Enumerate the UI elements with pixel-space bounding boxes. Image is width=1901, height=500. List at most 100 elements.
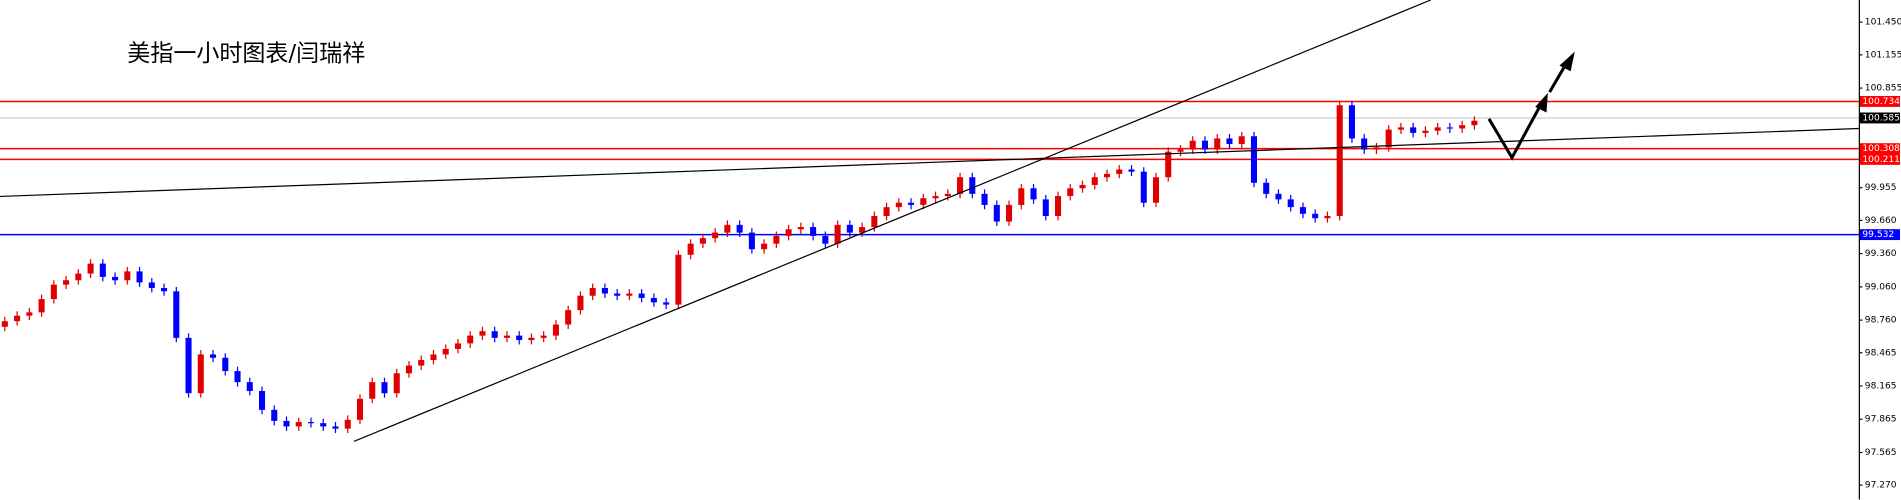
candle-body [748, 232, 755, 250]
candle-body [87, 263, 94, 274]
candle-body [148, 282, 155, 288]
candle-body [491, 331, 498, 338]
candle-body [908, 202, 915, 205]
candle-body [1397, 127, 1404, 130]
candle-body [895, 202, 902, 208]
y-tick-label: 100.855 [1865, 84, 1901, 94]
arrow-head [1535, 92, 1548, 113]
candle-body [344, 419, 351, 429]
candle-body [993, 204, 1000, 222]
trend-line [353, 0, 1431, 442]
candle-body [271, 409, 278, 421]
candle-body [1054, 196, 1062, 216]
candle-body [516, 335, 523, 341]
candle-body [1165, 151, 1172, 178]
candle-body [185, 337, 192, 394]
y-tick-label: 101.450 [1865, 18, 1901, 28]
price-tag [1859, 153, 1900, 165]
candle-body [773, 235, 780, 244]
candle-body [1226, 138, 1233, 144]
candle-body [1410, 127, 1417, 133]
candle-body [1214, 138, 1221, 150]
candle-body [467, 335, 474, 344]
candle-body [369, 382, 376, 399]
candle-body [540, 335, 547, 338]
candle-body [1385, 129, 1392, 148]
y-tick-label: 99.360 [1865, 249, 1897, 259]
candle-body [1091, 177, 1098, 185]
candle-body [981, 193, 988, 205]
y-tick-label: 101.155 [1865, 50, 1901, 60]
candle-body [14, 315, 21, 322]
candle-body [1189, 140, 1196, 150]
levels [0, 100, 1859, 236]
candle-body [626, 293, 633, 296]
candle-body [418, 359, 425, 366]
candle-body [393, 373, 400, 394]
candle-body [601, 287, 608, 294]
candle-body [1361, 138, 1368, 150]
candle-body [38, 299, 45, 313]
candle-body [663, 302, 670, 305]
candle-body [1471, 120, 1478, 126]
candle-body [565, 310, 572, 325]
candle-body [1287, 199, 1294, 208]
candle-body [1103, 173, 1111, 178]
candle-body [222, 357, 229, 372]
price-tag [1859, 112, 1900, 124]
candle-body [442, 348, 449, 355]
candle-body [797, 227, 804, 230]
candle-body [295, 422, 302, 427]
candle-body [614, 293, 621, 296]
y-tick-label: 99.660 [1865, 216, 1897, 226]
candle-body [687, 243, 694, 255]
candle-body [50, 284, 57, 300]
y-tick-label: 99.060 [1865, 282, 1897, 292]
forecast-arrow [1487, 101, 1544, 161]
y-tick-label: 97.565 [1865, 448, 1897, 458]
candle-body [258, 391, 266, 410]
candle-body [650, 297, 657, 303]
price-tag-label: 99.532 [1862, 230, 1894, 240]
candle-body [1275, 193, 1282, 200]
candle-body [99, 263, 106, 277]
candle-body [736, 224, 743, 233]
price-tag-label: 100.308 [1862, 144, 1900, 154]
candle-body [761, 243, 768, 250]
candle-body [1459, 125, 1466, 129]
y-tick-label: 97.865 [1865, 415, 1897, 425]
candle-body [552, 324, 559, 336]
candle-body [1348, 105, 1355, 139]
candle-body [307, 422, 315, 424]
candle-body [1324, 215, 1331, 219]
candle-body [1201, 140, 1209, 150]
candles [1, 100, 1478, 434]
y-tick-label: 99.955 [1865, 183, 1897, 193]
candle-body [871, 215, 878, 228]
candle-body [920, 198, 927, 205]
candle-body [454, 343, 461, 349]
candle-body [1336, 105, 1343, 216]
candle-body [638, 293, 645, 298]
candle-body [503, 335, 510, 338]
y-tick-label: 98.760 [1865, 316, 1897, 326]
candle-body [1140, 171, 1147, 203]
candle-body [932, 196, 939, 199]
price-tag [1859, 143, 1900, 155]
candle-body [1067, 188, 1074, 197]
price-tag-label: 100.211 [1862, 155, 1900, 165]
price-tag-label: 100.585 [1862, 113, 1900, 123]
candle-body [883, 207, 890, 216]
chart-title: 美指一小时图表/闫瑞祥 [127, 41, 365, 67]
candle-body [1, 321, 8, 327]
candle-body [124, 271, 131, 281]
candle-body [810, 227, 817, 236]
candle-body [699, 238, 706, 244]
candle-body [1422, 130, 1429, 133]
axis-labels: 101.450 101.155 100.855 99.955 99.660 99.360 9… [1858, 18, 1901, 491]
candle-body [957, 177, 964, 194]
candle-body [430, 354, 437, 360]
candle-body [785, 229, 792, 236]
candle-body [1434, 127, 1441, 131]
